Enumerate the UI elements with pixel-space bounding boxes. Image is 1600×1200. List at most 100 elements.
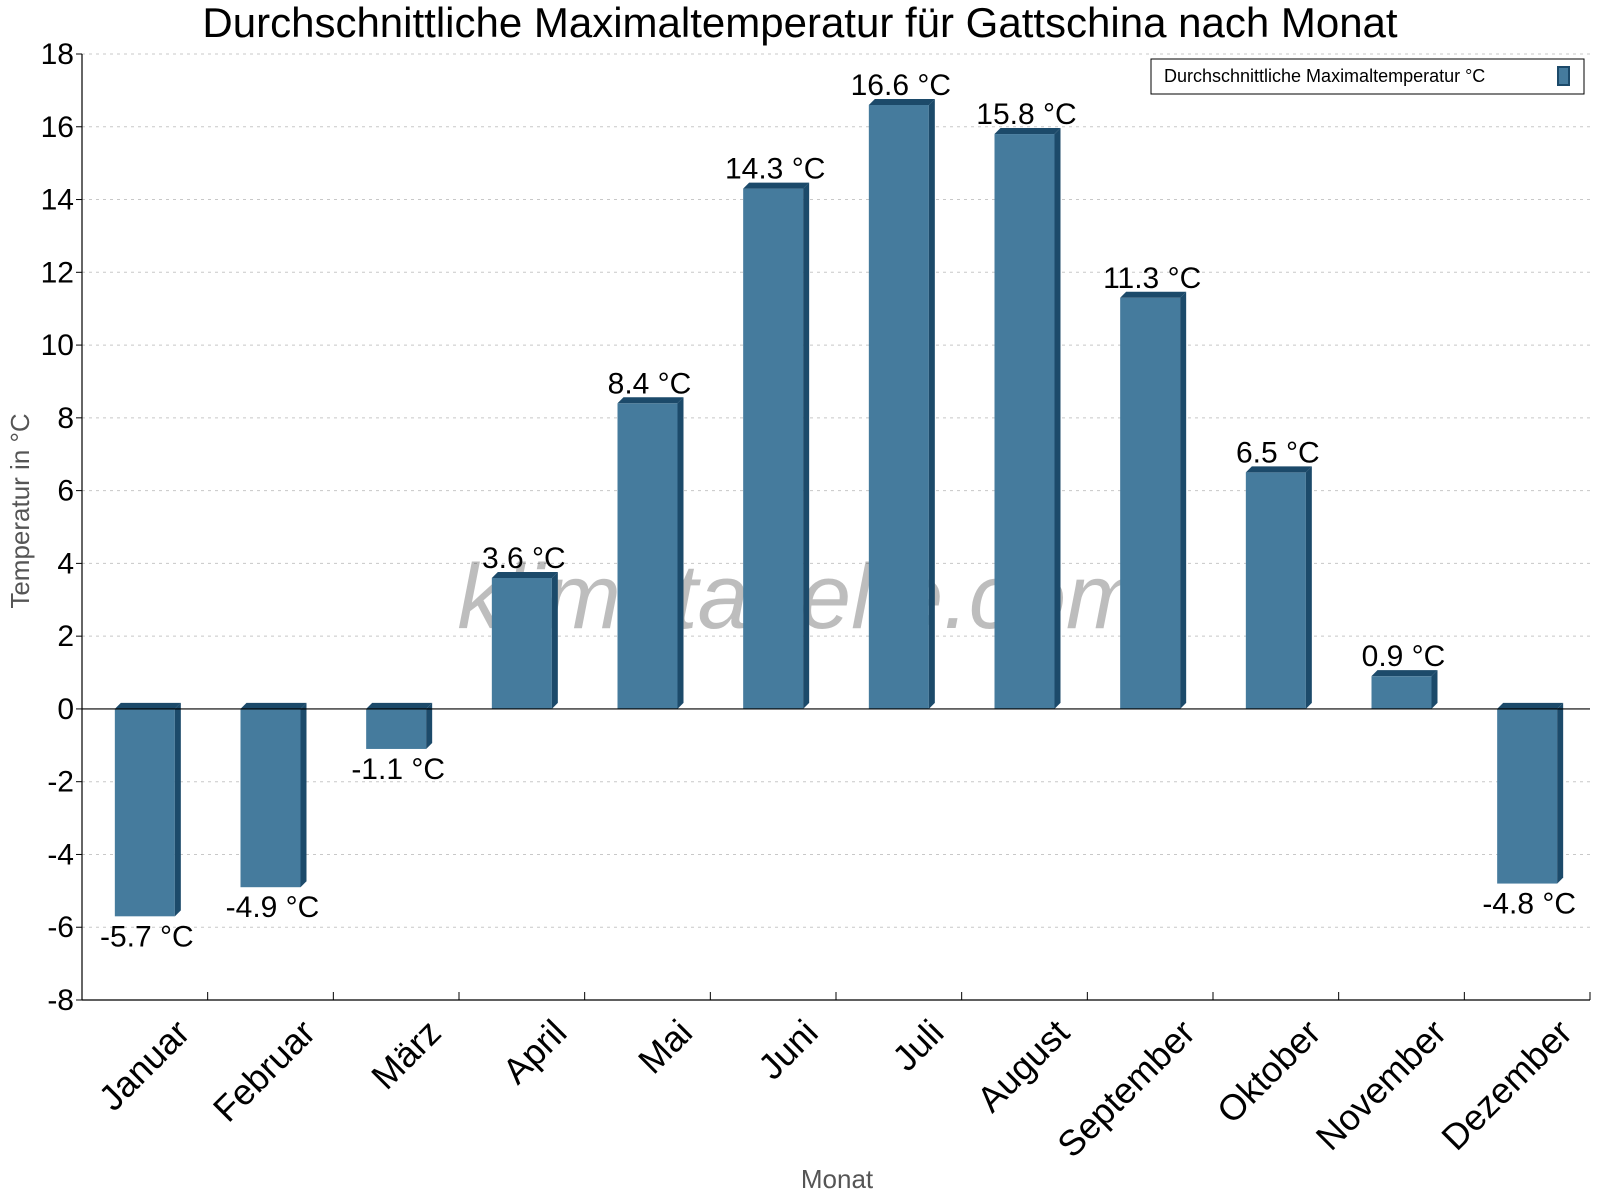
bar-face <box>1120 297 1181 709</box>
bar <box>868 98 935 709</box>
bar-top <box>491 571 558 578</box>
bar <box>617 397 684 709</box>
bar-side <box>551 571 558 709</box>
bar-face <box>114 708 175 917</box>
data-label: 14.3 °C <box>725 153 825 186</box>
bar-face <box>617 403 678 709</box>
data-label: 8.4 °C <box>608 367 692 400</box>
bar <box>491 571 558 709</box>
bar-face <box>491 577 552 709</box>
bar <box>1371 670 1438 709</box>
bar-side <box>677 397 684 709</box>
data-label: 0.9 °C <box>1362 640 1446 673</box>
y-tick-label: -6 <box>47 911 74 944</box>
x-tick-label: Dezember <box>1433 1012 1579 1158</box>
bar-top <box>994 128 1061 135</box>
x-tick-label: Mai <box>630 1012 700 1082</box>
x-axis-label: Monat <box>801 1164 874 1194</box>
y-tick-label: -4 <box>47 838 74 871</box>
bar <box>1245 466 1312 709</box>
x-tick-label: Oktober <box>1209 1012 1329 1132</box>
y-tick-label: -2 <box>47 766 74 799</box>
x-tick-label: September <box>1049 1012 1203 1166</box>
y-tick-label: 4 <box>57 547 74 580</box>
x-tick-label: März <box>363 1012 449 1098</box>
y-tick-labels: 18 16 14 12 10 8 6 4 2 0 -2 -4 -6 -8 <box>41 38 74 1017</box>
y-tick-label: 8 <box>57 402 74 435</box>
data-label: -5.7 °C <box>100 920 194 953</box>
bar <box>994 128 1061 709</box>
data-label: 16.6 °C <box>851 69 951 102</box>
y-tick-label: 18 <box>41 38 74 71</box>
bar-face <box>1497 708 1558 884</box>
y-tick-label: 10 <box>41 329 74 362</box>
bar-face <box>868 104 929 709</box>
axes <box>76 53 1591 1001</box>
bar-side <box>1054 128 1061 709</box>
bar <box>1497 702 1564 884</box>
y-tick-label: 6 <box>57 475 74 508</box>
data-label: 6.5 °C <box>1236 436 1320 469</box>
bar <box>1120 291 1187 709</box>
bar-top <box>743 182 810 189</box>
bar-top <box>868 98 935 105</box>
legend-swatch <box>1557 66 1570 86</box>
x-tick-label: Januar <box>91 1012 198 1119</box>
bar-face <box>743 188 804 709</box>
legend: Durchschnittliche Maximaltemperatur °C <box>1150 58 1585 95</box>
bar-top <box>1371 670 1438 677</box>
bar-face <box>240 708 301 888</box>
x-tick-label: August <box>969 1012 1077 1120</box>
y-tick-label: 12 <box>41 256 74 289</box>
data-labels: -5.7 °C -4.9 °C -1.1 °C 3.6 °C 8.4 °C 14.3 °C… <box>100 69 1576 953</box>
y-tick-label: -8 <box>47 984 74 1017</box>
grid-lines <box>82 53 1590 1001</box>
legend-box <box>1150 58 1585 95</box>
bars <box>114 98 1564 917</box>
x-tick-label: Juni <box>750 1012 826 1088</box>
chart-title: Durchschnittliche Maximaltemperatur für … <box>202 0 1398 46</box>
bar-top <box>366 702 433 709</box>
data-label: 3.6 °C <box>482 542 566 575</box>
bar-side <box>1557 702 1564 884</box>
bar-side <box>928 98 935 709</box>
legend-label: Durchschnittliche Maximaltemperatur °C <box>1164 66 1485 86</box>
bar-top <box>1245 466 1312 473</box>
bar-side <box>1305 466 1312 709</box>
bar-face <box>1245 472 1306 709</box>
data-label: -4.9 °C <box>226 891 320 924</box>
y-tick-label: 14 <box>41 184 74 217</box>
bar-side <box>1431 670 1438 709</box>
bar-side <box>803 182 810 709</box>
bar-side <box>300 702 307 888</box>
bar-top <box>114 702 181 709</box>
y-axis-label: Temperatur in °C <box>5 413 35 608</box>
data-label: -4.8 °C <box>1482 888 1576 921</box>
bar-side <box>426 702 433 749</box>
x-tick-label: Juli <box>884 1012 951 1079</box>
bar <box>743 182 810 709</box>
x-tick-label: Februar <box>205 1012 323 1130</box>
y-tick-label: 16 <box>41 111 74 144</box>
bar-face <box>1371 676 1432 709</box>
bar-top <box>1120 291 1187 298</box>
bar-top <box>617 397 684 404</box>
data-label: -1.1 °C <box>351 753 445 786</box>
bar-face <box>994 134 1055 709</box>
x-tick-label: April <box>494 1012 574 1092</box>
data-label: 11.3 °C <box>1103 262 1201 295</box>
y-tick-label: 2 <box>57 620 74 653</box>
bar-top <box>240 702 307 709</box>
bar-side <box>1180 291 1187 709</box>
bar <box>366 702 433 749</box>
bar-face <box>366 708 427 749</box>
bar <box>240 702 307 888</box>
data-label: 15.8 °C <box>976 98 1076 131</box>
x-tick-label: November <box>1308 1012 1454 1158</box>
bar-top <box>1497 702 1564 709</box>
bar-side <box>174 702 181 917</box>
y-tick-label: 0 <box>57 693 74 726</box>
bar <box>114 702 181 917</box>
x-tick-labels: Januar Februar März April Mai Juni Juli AugustS… <box>91 1012 1580 1166</box>
